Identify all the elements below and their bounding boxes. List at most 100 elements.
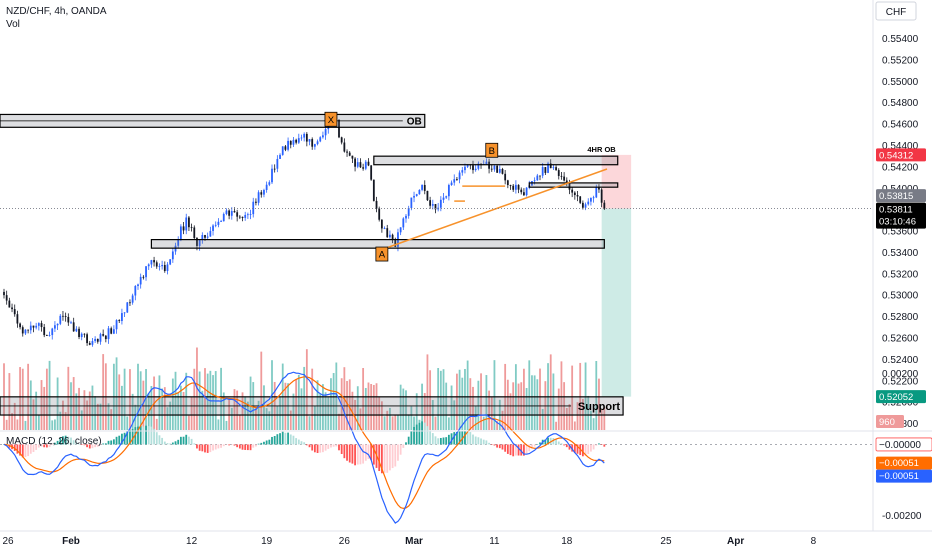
macd-histogram-bar	[265, 440, 268, 445]
macd-histogram-bar	[182, 436, 185, 445]
macd-histogram-bar	[439, 437, 442, 445]
macd-histogram-bar	[209, 444, 212, 453]
candle-body	[88, 343, 91, 345]
candle-body	[190, 227, 193, 228]
macd-histogram-bar	[423, 422, 426, 445]
volume-bar	[169, 401, 172, 430]
macd-histogram-bar	[99, 444, 102, 445]
volume-bar	[177, 392, 180, 430]
price-tick-label: 0.54200	[882, 162, 919, 173]
volume-bar	[447, 417, 450, 430]
time-tick-label: 19	[261, 536, 273, 547]
macd-histogram-bar	[592, 444, 595, 450]
macd-histogram-bar	[260, 442, 263, 445]
candle-body	[265, 184, 268, 190]
macd-histogram-bar	[456, 431, 458, 445]
volume-bar	[539, 368, 541, 430]
macd-histogram-bar	[474, 436, 477, 445]
volume-bar	[348, 379, 351, 430]
currency-box[interactable]	[875, 1, 917, 21]
candle-body	[472, 165, 474, 171]
volume-bar	[107, 403, 110, 430]
volume-bar	[96, 403, 99, 430]
candle-body	[104, 335, 107, 340]
volume-bar	[389, 407, 391, 430]
volume-bar	[37, 415, 40, 430]
volume-bar	[230, 407, 233, 430]
candle-body	[196, 238, 198, 246]
macd-histogram-bar	[102, 443, 105, 445]
zone-box	[528, 182, 619, 188]
candle-body	[54, 325, 56, 329]
candle-body	[552, 167, 555, 169]
zones-layer: OB 4HR OB Support X A B	[0, 111, 873, 416]
candle-body	[252, 201, 255, 215]
macd-histogram-bar	[188, 436, 190, 445]
candle-body	[426, 190, 429, 201]
candle-body	[246, 214, 249, 216]
macd-histogram-bar	[482, 439, 485, 445]
volume-bar	[383, 416, 386, 430]
candle-body	[155, 262, 158, 267]
candles-layer	[3, 115, 606, 347]
volume-bar	[480, 373, 482, 430]
candle-body	[51, 328, 54, 336]
volume-bar	[305, 349, 308, 430]
candle-body	[458, 172, 461, 180]
volume-bar	[466, 360, 469, 430]
macd-histogram-bar	[442, 437, 445, 445]
macd-histogram-bar	[600, 444, 603, 445]
candle-body	[11, 307, 13, 310]
candle-body	[413, 195, 415, 198]
macd-histogram-bar	[362, 444, 365, 464]
macd-histogram-bar	[104, 443, 107, 445]
macd-histogram-bar	[212, 444, 214, 451]
volume-bar	[429, 370, 432, 430]
volume-bar	[338, 413, 340, 430]
volume-bar	[263, 385, 265, 430]
volume-bar	[284, 382, 287, 430]
countdown-label: 03:10:46	[879, 217, 916, 228]
price-tick-label: 0.52800	[882, 312, 919, 323]
macd-histogram-bar	[276, 434, 279, 445]
macd-histogram-bar	[322, 444, 324, 453]
volume-bar	[525, 388, 528, 430]
macd-histogram-bar	[279, 433, 281, 445]
candle-body	[193, 227, 196, 239]
volume-bar	[78, 387, 80, 430]
macd-histogram-bar	[335, 444, 338, 447]
macd-histogram-bar	[185, 434, 188, 445]
volume-bar	[568, 404, 571, 430]
macd-histogram-bar	[552, 438, 555, 445]
volume-bar	[506, 379, 509, 430]
macd-histogram-bar	[238, 444, 241, 449]
candle-body	[64, 316, 67, 317]
macd-histogram-bar	[246, 444, 249, 451]
macd-histogram-bar	[45, 444, 48, 448]
macd-histogram-bar	[139, 425, 142, 445]
macd-histogram-bar	[257, 443, 260, 445]
macd-histogram-bar	[469, 432, 472, 445]
candle-body	[59, 315, 62, 324]
target-price-label: 0.52052	[879, 392, 913, 403]
volume-bar	[482, 416, 485, 430]
volume-bar	[161, 388, 164, 430]
last-price-bg	[876, 202, 926, 229]
time-tick-label: 8	[811, 536, 817, 547]
volume-bar	[51, 420, 54, 430]
macd-histogram-bar	[354, 444, 356, 466]
macd-histogram-bar	[56, 440, 59, 445]
volume-bar	[413, 416, 415, 430]
macd-histogram-bar	[273, 436, 276, 445]
candle-body	[126, 302, 129, 313]
candle-body	[477, 163, 480, 169]
volume-bar	[83, 390, 86, 430]
macd-histogram-bar	[480, 438, 482, 445]
candle-body	[536, 175, 539, 181]
macd-histogram-bar	[490, 444, 493, 445]
candle-body	[504, 173, 507, 181]
candle-body	[102, 334, 105, 336]
macd-histogram-bar	[458, 431, 461, 445]
macd-histogram-bar	[78, 443, 80, 445]
